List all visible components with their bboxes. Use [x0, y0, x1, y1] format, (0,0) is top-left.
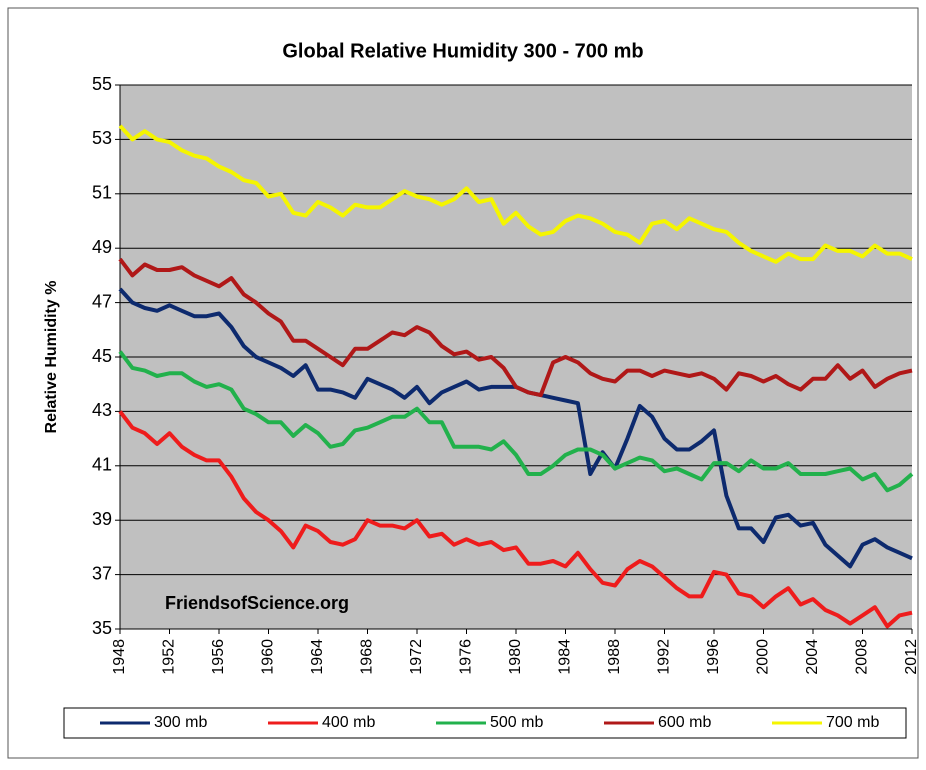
x-tick-label: 1960 [260, 639, 277, 675]
y-axis-label: Relative Humidity % [43, 281, 60, 434]
x-tick-label: 1984 [557, 639, 574, 675]
x-tick-label: 1972 [408, 639, 425, 675]
x-tick-label: 1980 [507, 639, 524, 675]
x-tick-label: 2008 [854, 639, 871, 675]
series-line [118, 410, 913, 629]
x-tick-label: 1992 [656, 639, 673, 675]
x-tick-label: 2012 [903, 639, 920, 675]
series-line [118, 257, 913, 398]
annotation: FriendsofScience.org [165, 593, 349, 613]
x-tick-label: 1952 [161, 639, 178, 675]
x-tick-label: 1996 [705, 639, 722, 675]
y-tick-label: 51 [92, 183, 112, 203]
y-tick-label: 49 [92, 237, 112, 257]
x-tick-label: 1964 [309, 639, 326, 675]
x-tick-label: 1976 [458, 639, 475, 675]
y-tick-label: 53 [92, 128, 112, 148]
series-line [118, 350, 914, 493]
x-tick-label: 1948 [111, 639, 128, 675]
legend-label: 300 mb [154, 714, 207, 731]
y-tick-label: 55 [92, 74, 112, 94]
series-line [118, 124, 913, 264]
y-tick-label: 37 [92, 563, 112, 583]
y-tick-label: 39 [92, 509, 112, 529]
legend-label: 400 mb [322, 714, 375, 731]
legend-label: 700 mb [826, 714, 879, 731]
y-tick-label: 47 [92, 291, 112, 311]
legend-label: 600 mb [658, 714, 711, 731]
y-tick-label: 43 [92, 400, 112, 420]
x-tick-label: 2004 [804, 639, 821, 675]
legend-label: 500 mb [490, 714, 543, 731]
x-tick-label: 1988 [606, 639, 623, 675]
x-tick-label: 1956 [210, 639, 227, 675]
y-tick-label: 45 [92, 346, 112, 366]
chart-title: Global Relative Humidity 300 - 700 mb [282, 40, 643, 62]
x-tick-label: 1968 [359, 639, 376, 675]
x-tick-label: 2000 [755, 639, 772, 675]
y-tick-label: 35 [92, 618, 112, 638]
y-tick-label: 41 [92, 455, 112, 475]
